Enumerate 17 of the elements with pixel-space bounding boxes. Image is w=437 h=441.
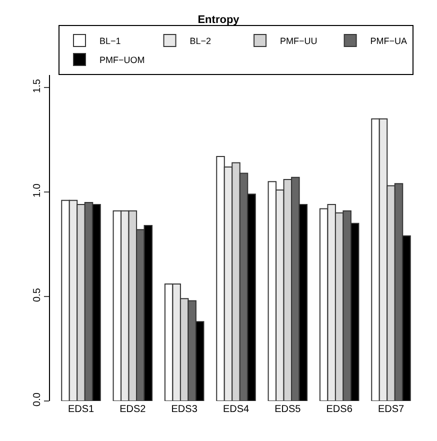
legend-label: PMF−UA: [370, 36, 408, 46]
chart-title: Entropy: [198, 14, 240, 26]
y-tick-label: 0.0: [32, 392, 43, 406]
x-tick-label: EDS1: [68, 404, 94, 415]
x-tick-label: EDS7: [378, 404, 404, 415]
y-tick-label: 1.0: [32, 183, 43, 198]
legend-label: BL−1: [100, 36, 121, 46]
y-tick-label: 0.5: [32, 288, 43, 302]
legend-label: BL−2: [190, 36, 212, 46]
y-tick-label: 1.5: [32, 78, 43, 93]
legend-label: PMF−UU: [280, 36, 318, 46]
x-tick-label: EDS5: [274, 404, 302, 415]
x-tick-label: EDS6: [326, 404, 353, 415]
legend-label: PMF−UOM: [100, 55, 145, 66]
x-tick-label: EDS4: [222, 404, 250, 415]
x-tick-label: EDS2: [120, 404, 146, 415]
x-tick-label: EDS3: [171, 404, 198, 415]
